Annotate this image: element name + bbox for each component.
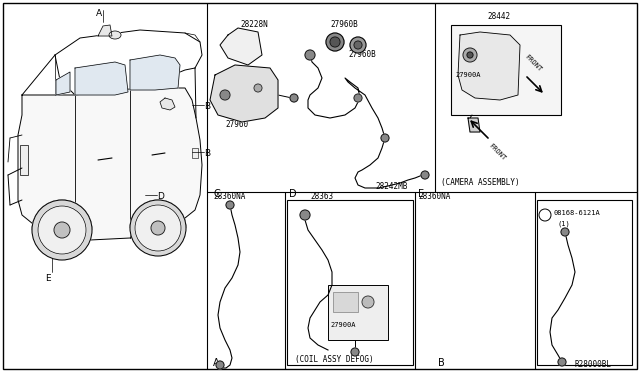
Text: 27960B: 27960B bbox=[330, 20, 358, 29]
Circle shape bbox=[558, 358, 566, 366]
Ellipse shape bbox=[109, 31, 121, 39]
Circle shape bbox=[467, 52, 473, 58]
Text: 28363: 28363 bbox=[310, 192, 333, 201]
Circle shape bbox=[351, 348, 359, 356]
Text: (CAMERA ASSEMBLY): (CAMERA ASSEMBLY) bbox=[441, 178, 520, 187]
Text: 27900A: 27900A bbox=[330, 322, 355, 328]
Text: A: A bbox=[213, 358, 220, 368]
Circle shape bbox=[463, 48, 477, 62]
Circle shape bbox=[254, 84, 262, 92]
Circle shape bbox=[354, 94, 362, 102]
Circle shape bbox=[151, 221, 165, 235]
Circle shape bbox=[305, 50, 315, 60]
Bar bbox=[537, 200, 632, 365]
Circle shape bbox=[330, 37, 340, 47]
Circle shape bbox=[561, 228, 569, 236]
Circle shape bbox=[381, 134, 389, 142]
Circle shape bbox=[130, 200, 186, 256]
Circle shape bbox=[350, 37, 366, 53]
Bar bbox=[287, 200, 413, 365]
Polygon shape bbox=[75, 62, 128, 95]
Polygon shape bbox=[220, 28, 262, 65]
Circle shape bbox=[226, 201, 234, 209]
Text: 28360NA: 28360NA bbox=[418, 192, 451, 201]
Text: D: D bbox=[289, 189, 296, 199]
Polygon shape bbox=[98, 25, 112, 36]
Text: 27960: 27960 bbox=[225, 120, 248, 129]
Circle shape bbox=[32, 200, 92, 260]
Circle shape bbox=[38, 206, 86, 254]
Text: R28000BL: R28000BL bbox=[575, 360, 612, 369]
Bar bbox=[333, 292, 358, 312]
Circle shape bbox=[326, 33, 344, 51]
Text: FRONT: FRONT bbox=[488, 142, 508, 161]
Bar bbox=[328, 285, 388, 340]
Circle shape bbox=[539, 209, 551, 221]
Polygon shape bbox=[160, 98, 175, 110]
Text: FRONT: FRONT bbox=[524, 54, 543, 73]
Text: 28360NA: 28360NA bbox=[213, 192, 245, 201]
Text: (COIL ASSY DEFOG): (COIL ASSY DEFOG) bbox=[295, 355, 374, 364]
Bar bbox=[451, 25, 561, 115]
Polygon shape bbox=[210, 65, 278, 122]
Circle shape bbox=[290, 94, 298, 102]
Polygon shape bbox=[130, 55, 180, 90]
Circle shape bbox=[362, 296, 374, 308]
Circle shape bbox=[354, 41, 362, 49]
Bar bbox=[490, 50, 510, 80]
Circle shape bbox=[300, 210, 310, 220]
Text: D: D bbox=[157, 192, 164, 201]
Text: B: B bbox=[541, 209, 545, 215]
Polygon shape bbox=[468, 118, 480, 132]
Circle shape bbox=[421, 171, 429, 179]
Text: 27960B: 27960B bbox=[348, 50, 376, 59]
Text: 08168-6121A: 08168-6121A bbox=[554, 210, 601, 216]
Text: B: B bbox=[204, 102, 210, 111]
Polygon shape bbox=[56, 72, 70, 95]
Circle shape bbox=[216, 361, 224, 369]
Text: 28442: 28442 bbox=[487, 12, 510, 21]
Bar bbox=[192, 148, 198, 158]
Circle shape bbox=[54, 222, 70, 238]
Circle shape bbox=[220, 90, 230, 100]
Polygon shape bbox=[18, 88, 202, 240]
Bar bbox=[20, 145, 28, 175]
Text: B: B bbox=[438, 358, 445, 368]
Text: A: A bbox=[96, 9, 102, 18]
Text: 28228N: 28228N bbox=[240, 20, 268, 29]
Text: 28242MB: 28242MB bbox=[375, 182, 408, 191]
Text: (1): (1) bbox=[558, 220, 571, 227]
Text: C: C bbox=[213, 189, 220, 199]
Text: E: E bbox=[45, 274, 51, 283]
Polygon shape bbox=[458, 32, 520, 100]
Text: 27900A: 27900A bbox=[455, 72, 481, 78]
Circle shape bbox=[135, 205, 181, 251]
Text: E: E bbox=[418, 189, 424, 199]
Text: B: B bbox=[204, 149, 210, 158]
